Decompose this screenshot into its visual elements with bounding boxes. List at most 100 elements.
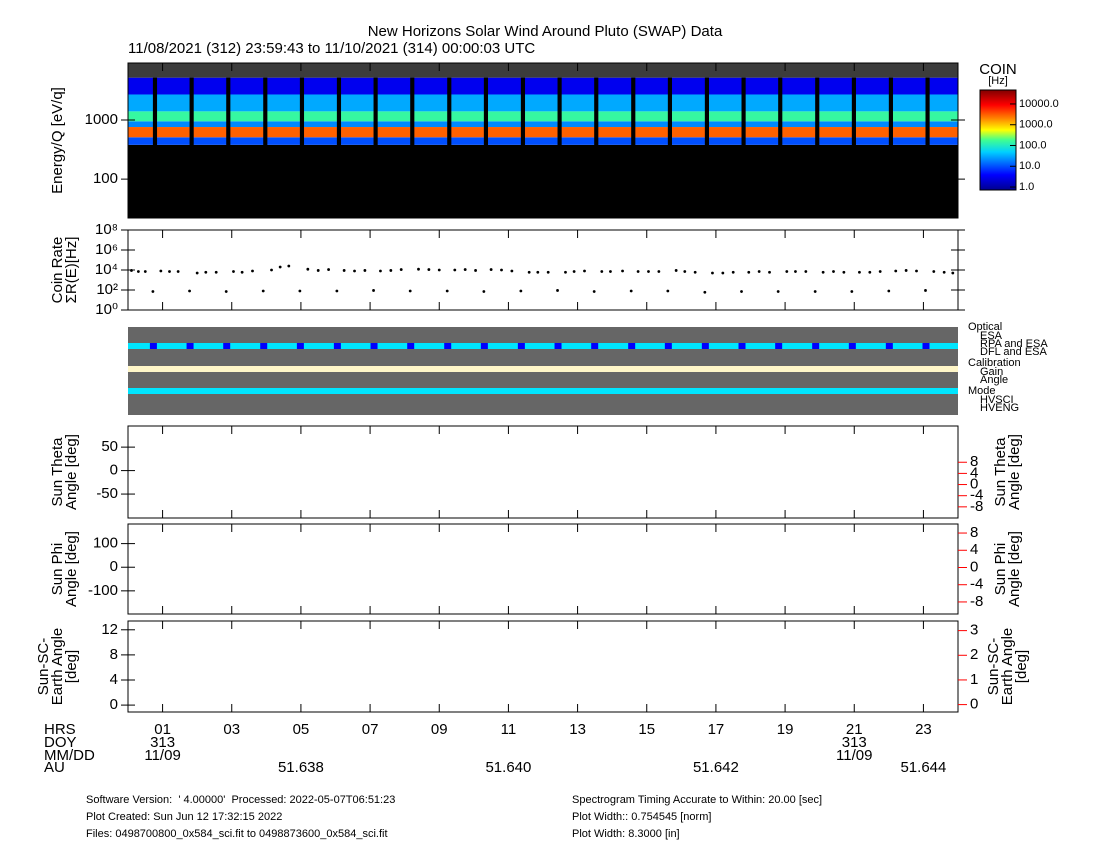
status-dfl — [812, 343, 820, 349]
panel-frame — [127, 425, 959, 519]
scatter-point — [335, 289, 339, 293]
data-gap — [815, 77, 820, 219]
time-tick-label: 11 — [501, 721, 517, 738]
y-tick-label: 100 — [93, 535, 118, 552]
y-tick-label: -100 — [88, 582, 118, 599]
spectrogram-band — [128, 94, 958, 112]
y2-axis-label: Angle [deg] — [1006, 531, 1023, 607]
scatter-point — [683, 270, 687, 273]
scatter-point — [572, 270, 576, 273]
y2-tick-label: 2 — [970, 646, 978, 663]
y-axis-label: Earth Angle — [49, 628, 66, 706]
scatter-point — [804, 270, 808, 273]
scatter-point — [353, 269, 356, 273]
time-row-label: DOY — [44, 734, 77, 751]
scatter-point — [703, 290, 707, 294]
spectrogram-band — [128, 127, 958, 138]
time-tick-label: 51.638 — [278, 759, 324, 776]
panel-frame — [127, 620, 959, 713]
scatter-point — [894, 269, 898, 273]
scatter-point — [842, 270, 846, 274]
scatter-point — [527, 270, 531, 274]
y-axis-label: Angle [deg] — [63, 531, 80, 607]
chart-title: New Horizons Solar Wind Around Pluto (SW… — [368, 23, 723, 40]
scatter-point — [363, 269, 367, 272]
data-gap — [263, 77, 268, 219]
y2-tick-label: -4 — [970, 487, 983, 504]
data-gap — [299, 77, 305, 219]
footer-text: Files: 0498700800_0x584_sci.fit to 04988… — [86, 828, 388, 840]
scatter-point — [785, 270, 789, 273]
footer-text: Plot Width:: 0.754545 [norm] — [572, 811, 711, 823]
y2-tick-label: 0 — [970, 696, 978, 713]
y2-tick-label: -4 — [970, 576, 983, 593]
y2-axis-label: Sun Theta — [992, 437, 1009, 507]
footer-text: Software Version: ' 4.00000' Processed: … — [86, 794, 395, 806]
scatter-point — [278, 265, 282, 269]
status-calibration — [128, 366, 958, 372]
panel-frame — [127, 62, 959, 219]
scatter-point — [942, 270, 946, 274]
y-tick-label: 1000 — [85, 111, 118, 128]
status-dfl — [775, 343, 783, 349]
y2-tick-label: -8 — [970, 593, 983, 610]
scatter-point — [204, 270, 208, 274]
scatter-point — [417, 267, 420, 271]
y-tick-label: 10⁴ — [95, 261, 118, 278]
time-tick-label: 19 — [777, 721, 794, 738]
scatter-point — [868, 270, 872, 274]
scatter-point — [657, 270, 661, 273]
y-tick-label: 100 — [93, 170, 118, 187]
y-tick-label: 50 — [101, 438, 118, 455]
y-tick-label: 8 — [110, 646, 118, 663]
scatter-point — [224, 290, 228, 293]
scatter-point — [176, 270, 180, 273]
scatter-point — [915, 269, 918, 273]
data-gap — [631, 77, 636, 219]
status-dfl — [296, 343, 304, 349]
footer-text: Spectrogram Timing Accurate to Within: 2… — [572, 794, 822, 806]
scatter-point — [813, 290, 817, 293]
scatter-point — [629, 289, 633, 293]
data-gap — [520, 77, 526, 219]
data-gap — [741, 77, 746, 219]
data-gap — [594, 77, 599, 219]
status-dfl — [260, 343, 268, 349]
y2-tick-label: 1 — [970, 671, 978, 688]
scatter-point — [666, 289, 670, 293]
time-row-label: AU — [44, 759, 65, 776]
y-tick-label: 0 — [110, 462, 118, 479]
data-gap — [667, 77, 672, 219]
time-tick-label: 21 — [846, 721, 863, 738]
scatter-point — [306, 267, 310, 271]
scatter-point — [951, 271, 955, 275]
status-dfl — [664, 343, 672, 349]
time-tick-label: 51.642 — [693, 759, 739, 776]
colorbar-title: [Hz] — [988, 75, 1008, 87]
status-item-label: HVSCI — [980, 394, 1014, 406]
scatter-point — [693, 270, 697, 274]
status-dfl — [480, 343, 488, 349]
scatter-point — [136, 270, 140, 273]
time-tick-label: 15 — [638, 721, 655, 738]
time-row-label: MM/DD — [44, 747, 95, 764]
data-gap — [410, 77, 415, 219]
time-tick-label: 01 — [154, 721, 171, 738]
status-group-label: Mode — [968, 385, 996, 397]
y-tick-label: -50 — [96, 485, 118, 502]
y2-axis-label: Sun Phi — [992, 543, 1009, 596]
scatter-point — [427, 268, 431, 271]
y-axis-label: Sun Phi — [49, 543, 66, 596]
scatter-point — [342, 269, 346, 272]
status-dfl — [407, 343, 415, 349]
status-item-label: Gain — [980, 366, 1003, 378]
scatter-point — [240, 270, 244, 274]
scatter-point — [757, 270, 761, 273]
scatter-point — [878, 270, 882, 273]
status-item-label: HVENG — [980, 402, 1019, 414]
time-tick-label: 313 — [150, 734, 175, 751]
y-tick-label: 0 — [110, 558, 118, 575]
time-tick-label: 313 — [842, 734, 867, 751]
colorbar-tick-label: 1000.0 — [1019, 119, 1053, 131]
status-item-label: ESA — [980, 330, 1003, 342]
